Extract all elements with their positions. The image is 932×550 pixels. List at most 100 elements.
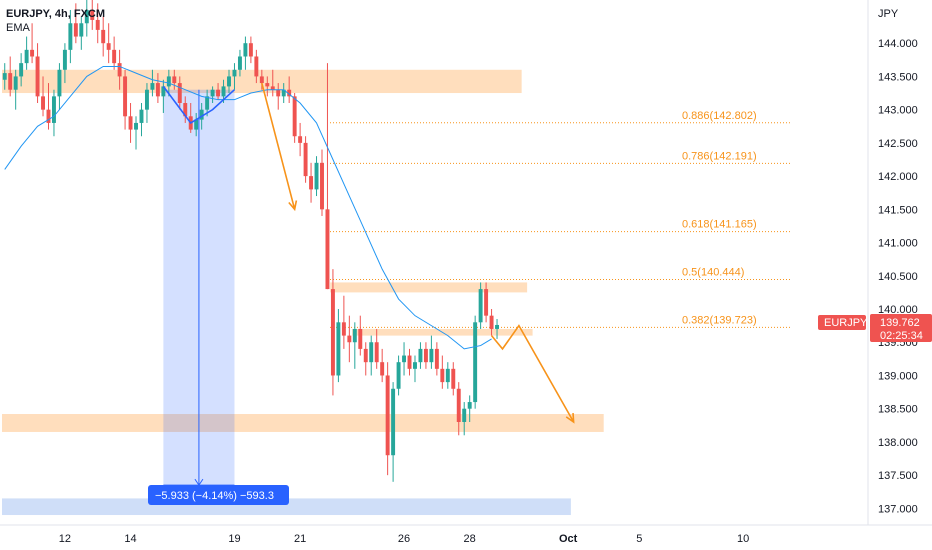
y-tick-label: 138.500 <box>878 404 918 416</box>
candle-body <box>177 83 182 104</box>
x-tick-label: 26 <box>398 533 410 545</box>
y-tick-label: 143.000 <box>878 105 918 117</box>
measure-label-text: −5.933 (−4.14%) −593.3 <box>155 490 274 502</box>
candle-body <box>84 9 89 24</box>
candle-body <box>221 86 226 97</box>
path-2 <box>490 324 575 423</box>
symbol-title[interactable]: EURJPY, 4h, FXCM <box>6 8 105 20</box>
candle-body <box>423 348 428 363</box>
fib-label-0.886: 0.886(142.802) <box>682 110 757 122</box>
y-tick-label: 138.000 <box>878 437 918 449</box>
candle-body <box>194 119 199 130</box>
y-tick-label: 141.500 <box>878 204 918 216</box>
candle-body <box>19 63 24 77</box>
ema-path <box>4 65 492 350</box>
candle-body <box>155 83 160 97</box>
candle-body <box>309 176 314 190</box>
candle-body <box>380 362 385 376</box>
candle-body <box>407 355 412 369</box>
candle-body <box>495 324 500 329</box>
candle-body <box>205 96 210 110</box>
chart-header: EURJPY, 4h, FXCM EMA <box>6 8 105 34</box>
candle-body <box>150 83 155 90</box>
candle-body <box>363 348 368 363</box>
candle-body <box>13 76 18 90</box>
candle-body <box>166 76 171 87</box>
currency-label: JPY <box>878 8 899 20</box>
candle-body <box>199 109 204 120</box>
candle-body <box>336 322 341 376</box>
candle-body <box>358 328 363 349</box>
candle-body <box>445 368 450 383</box>
indicator-label[interactable]: EMA <box>6 22 31 34</box>
candle-body <box>484 289 489 316</box>
y-tick-label: 137.000 <box>878 503 918 515</box>
x-tick-label: 10 <box>737 533 749 545</box>
candle-body <box>79 23 84 37</box>
fib-label-0.382: 0.382(139.723) <box>682 314 757 326</box>
y-tick-label: 140.500 <box>878 271 918 283</box>
drawing-paths[interactable] <box>162 82 575 424</box>
candle-body <box>467 402 472 409</box>
candle-body <box>473 322 478 403</box>
candle-body <box>314 162 319 190</box>
x-tick-label: 28 <box>464 533 476 545</box>
candle-body <box>73 23 78 37</box>
price-label-symbol: EURJPY <box>824 317 868 329</box>
candle-body <box>385 375 390 456</box>
y-tick-label: 141.000 <box>878 238 918 250</box>
candle-body <box>41 96 45 110</box>
y-tick-label: 142.000 <box>878 171 918 183</box>
time-axis[interactable]: 12 14 19 21 26 28 Oct 5 10 <box>59 533 750 545</box>
candle-body <box>128 116 133 130</box>
zone-3 <box>1 414 604 432</box>
candle-body <box>451 368 456 389</box>
candle-body <box>402 355 407 363</box>
y-tick-label: 142.500 <box>878 138 918 150</box>
candle-body <box>462 408 467 422</box>
candle-body <box>30 49 35 57</box>
candle-body <box>227 76 231 87</box>
candle-body <box>139 109 144 123</box>
x-tick-label: 5 <box>636 533 642 545</box>
candle-body <box>106 43 111 50</box>
path-arrowhead-2 <box>565 412 575 424</box>
fib-label-0.618: 0.618(141.165) <box>682 219 757 231</box>
measure-label: −5.933 (−4.14%) −593.3 <box>148 485 289 505</box>
candle-body <box>352 328 357 343</box>
candle-body <box>429 348 434 363</box>
candle-body <box>112 49 117 64</box>
candle-body <box>270 86 275 90</box>
fib-retracement[interactable]: 0.886(142.802) 0.786(142.191) 0.618(141.16… <box>330 110 790 328</box>
candle-body <box>440 368 445 383</box>
candle-body <box>369 342 374 363</box>
candle-body <box>51 96 56 123</box>
price-label-price: 139.762 <box>880 317 920 329</box>
x-tick-label: Oct <box>559 533 578 545</box>
candle-body <box>434 348 439 369</box>
candle-body <box>101 29 106 44</box>
measure-tool[interactable] <box>163 89 235 487</box>
y-tick-label: 143.500 <box>878 71 918 83</box>
path-arrowhead-1 <box>288 200 298 212</box>
last-price-label: EURJPY 139.762 02:25:34 <box>818 314 932 342</box>
candle-body <box>68 23 73 50</box>
candle-body <box>254 56 259 77</box>
candle-body <box>303 142 308 177</box>
candle-body <box>35 56 40 97</box>
ema-line <box>4 65 492 350</box>
price-axis[interactable]: 137.000137.500138.000138.500139.000139.5… <box>878 38 918 515</box>
candle-body <box>413 362 417 369</box>
fib-label-0.786: 0.786(142.191) <box>682 150 757 162</box>
candle-body <box>243 43 248 57</box>
candle-body <box>325 209 330 290</box>
candle-body <box>320 162 324 210</box>
candle-body <box>216 89 221 97</box>
path-0 <box>162 85 236 125</box>
candle-body <box>95 19 100 30</box>
candle-body <box>232 69 237 77</box>
candle-body <box>24 49 29 64</box>
y-tick-label: 139.000 <box>878 370 918 382</box>
zone-4 <box>1 498 571 516</box>
